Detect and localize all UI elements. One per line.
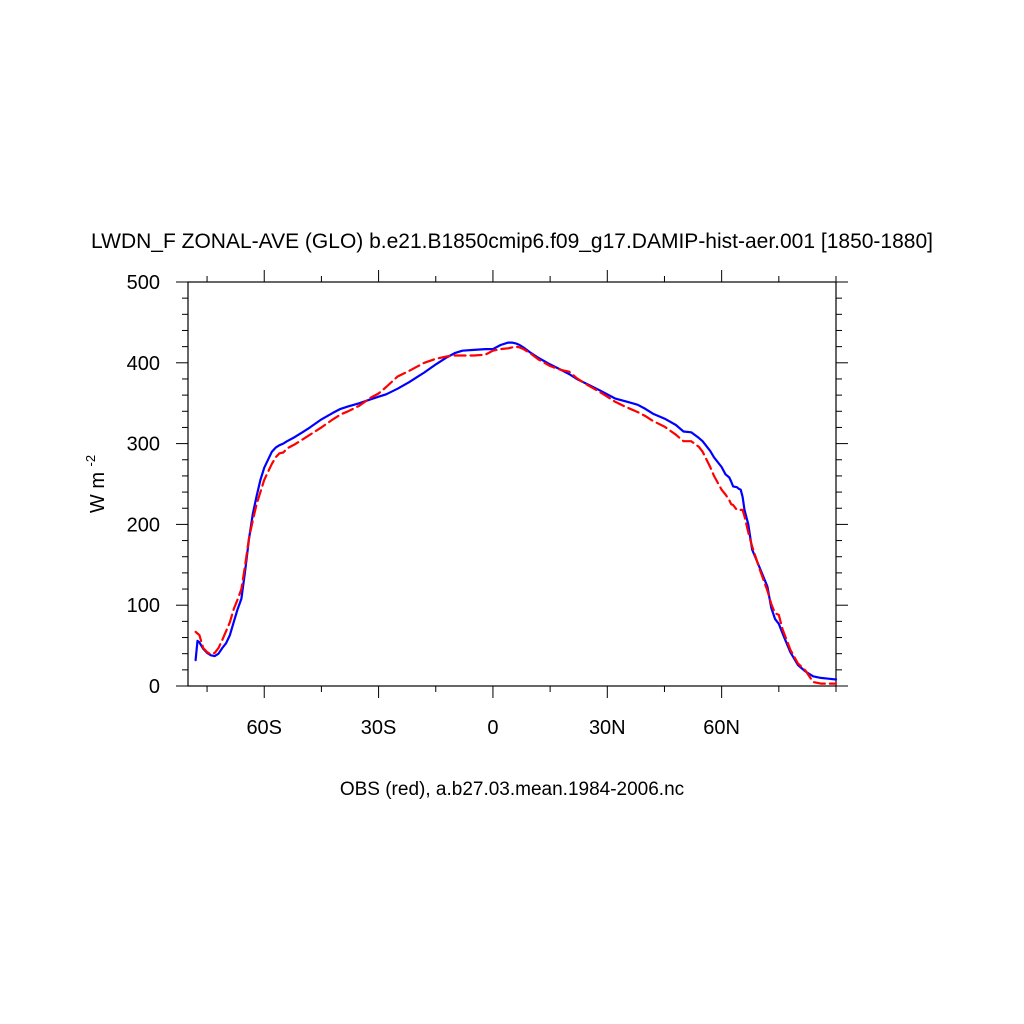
x-tick-label: 0 bbox=[487, 717, 498, 739]
y-tick-label: 0 bbox=[149, 676, 160, 698]
chart-title: LWDN_F ZONAL-AVE (GLO) b.e21.B1850cmip6.… bbox=[91, 230, 933, 253]
plot-series bbox=[194, 341, 838, 685]
y-tick-label: 300 bbox=[127, 434, 160, 456]
y-tick-label: 500 bbox=[127, 272, 160, 294]
y-axis-label-exponent: -2 bbox=[83, 455, 98, 467]
plot-axes: 0 100 200 300 400 500 60S 30S 0 30N 60N bbox=[127, 270, 848, 739]
obs-series-line bbox=[194, 345, 838, 685]
x-tick-label: 30N bbox=[589, 717, 626, 739]
y-tick-label: 400 bbox=[127, 353, 160, 375]
x-tick-label: 60N bbox=[703, 717, 740, 739]
chart-caption: OBS (red), a.b27.03.mean.1984-2006.nc bbox=[340, 779, 684, 800]
y-tick-label: 100 bbox=[127, 595, 160, 617]
y-axis-label: W m -2 bbox=[83, 455, 109, 513]
plot-frame bbox=[187, 281, 837, 687]
x-tick-label: 60S bbox=[246, 717, 282, 739]
model-series-line bbox=[194, 341, 838, 681]
y-tick-label: 200 bbox=[127, 514, 160, 536]
x-tick-label: 30S bbox=[361, 717, 397, 739]
y-axis-label-units: W m bbox=[87, 472, 109, 513]
